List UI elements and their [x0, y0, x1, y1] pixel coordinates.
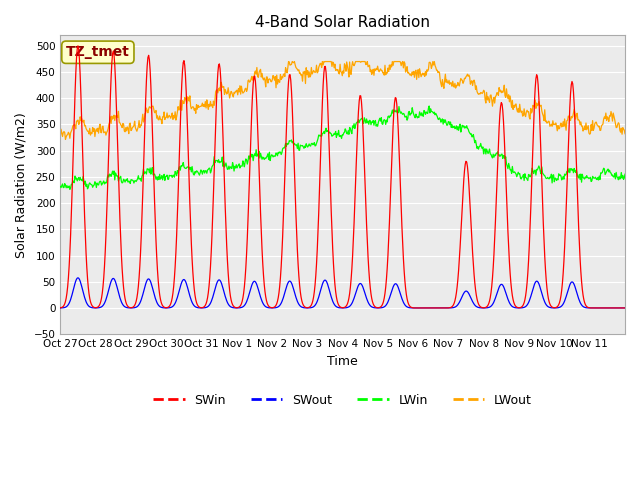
X-axis label: Time: Time [327, 355, 358, 368]
Text: TZ_tmet: TZ_tmet [66, 45, 130, 59]
Y-axis label: Solar Radiation (W/m2): Solar Radiation (W/m2) [15, 112, 28, 258]
Legend: SWin, SWout, LWin, LWout: SWin, SWout, LWin, LWout [148, 389, 537, 411]
Title: 4-Band Solar Radiation: 4-Band Solar Radiation [255, 15, 430, 30]
